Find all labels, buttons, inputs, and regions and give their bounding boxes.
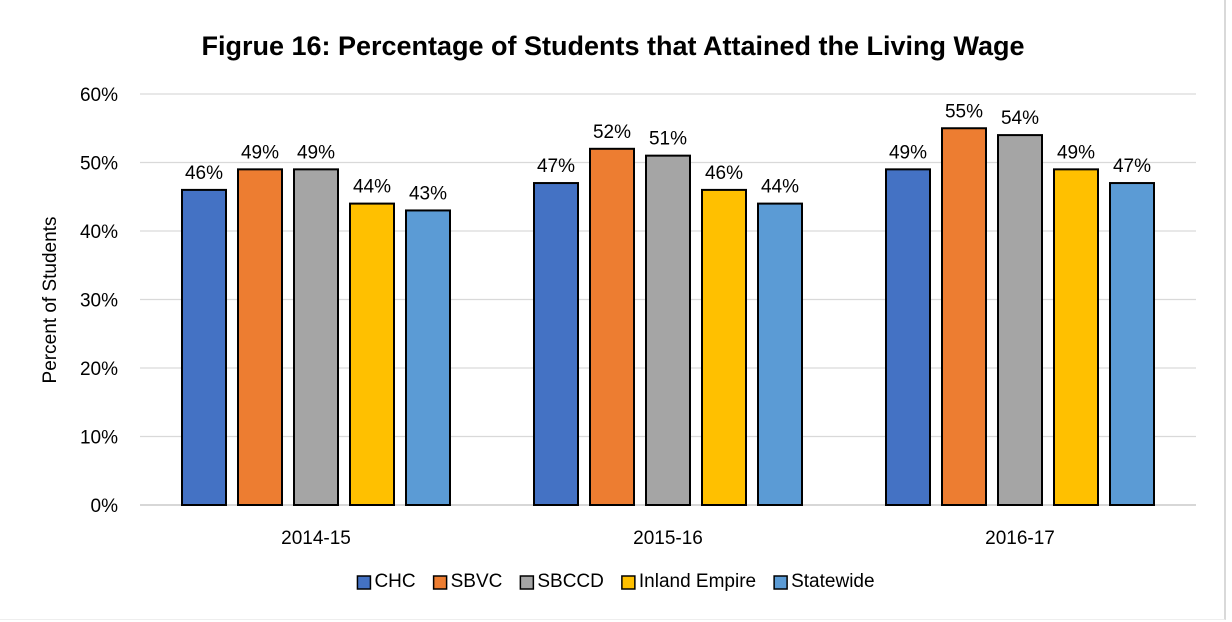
bars [181, 127, 1155, 507]
legend-label: SBVC [451, 571, 503, 592]
bar-sbccd [997, 134, 1043, 506]
legend-label: SBCCD [537, 571, 604, 592]
data-label: 49% [297, 142, 335, 163]
bar-statewide [1109, 182, 1155, 507]
legend-label: Statewide [791, 571, 874, 592]
y-tick-label: 0% [91, 496, 119, 517]
legend: CHC SBVC SBCCD Inland Empire Statewide [356, 571, 875, 592]
data-label: 51% [649, 129, 687, 150]
legend-swatch [773, 575, 788, 590]
data-label: 49% [1057, 142, 1095, 163]
legend-item: SBCCD [519, 571, 604, 592]
data-label: 47% [1113, 156, 1151, 177]
bar-chc [885, 168, 931, 506]
x-tick-label: 2016-17 [985, 528, 1055, 549]
chart-title: Figrue 16: Percentage of Students that A… [201, 31, 1024, 61]
legend-swatch [432, 575, 448, 590]
y-tick-label: 60% [80, 85, 118, 106]
bar-chc [181, 188, 227, 506]
data-label: 44% [761, 177, 799, 198]
legend-swatch [356, 575, 372, 590]
data-label: 44% [353, 177, 391, 198]
bar-sbvc [589, 147, 635, 507]
data-labels: 46% 49% 49% 44% 43% 47% 52% 51% 46% 44% 49% 55% 54% 4… [185, 101, 1151, 204]
data-label: 43% [409, 183, 447, 204]
legend-item: Inland Empire [621, 571, 756, 592]
legend-item: CHC [356, 571, 416, 592]
bar-sbccd [293, 168, 339, 506]
y-tick-label: 20% [80, 359, 118, 380]
y-tick-label: 50% [80, 154, 118, 175]
data-label: 54% [1001, 108, 1039, 129]
bar-inland-empire [701, 188, 747, 506]
x-tick-label: 2015-16 [633, 528, 703, 549]
bar-sbccd [645, 154, 691, 506]
data-label: 49% [241, 142, 279, 163]
bar-sbvc [941, 127, 987, 506]
legend-swatch [519, 575, 535, 590]
bar-inland-empire [349, 202, 395, 506]
y-tick-label: 40% [80, 222, 118, 243]
bar-inland-empire [1053, 168, 1099, 506]
y-axis-ticks: 0% 10% 20% 30% 40% 50% 60% [80, 85, 118, 517]
legend-item: Statewide [773, 571, 875, 592]
y-tick-label: 10% [80, 428, 118, 449]
data-label: 47% [537, 156, 575, 177]
y-axis-title: Percent of Students [40, 217, 61, 384]
legend-label: CHC [374, 571, 415, 592]
bar-statewide [405, 209, 451, 506]
legend-swatch [621, 575, 636, 590]
x-axis-ticks: 2014-15 2015-16 2016-17 [281, 528, 1055, 549]
data-label: 46% [185, 163, 223, 184]
data-label: 49% [889, 142, 927, 163]
legend-item: SBVC [432, 571, 503, 592]
x-tick-label: 2014-15 [281, 528, 351, 549]
y-tick-label: 30% [80, 291, 118, 312]
data-label: 55% [945, 101, 983, 122]
data-label: 46% [705, 163, 743, 184]
bar-chc [533, 182, 579, 507]
legend-label: Inland Empire [639, 571, 756, 592]
bar-statewide [757, 202, 803, 506]
bar-sbvc [237, 168, 283, 506]
data-label: 52% [593, 122, 631, 143]
